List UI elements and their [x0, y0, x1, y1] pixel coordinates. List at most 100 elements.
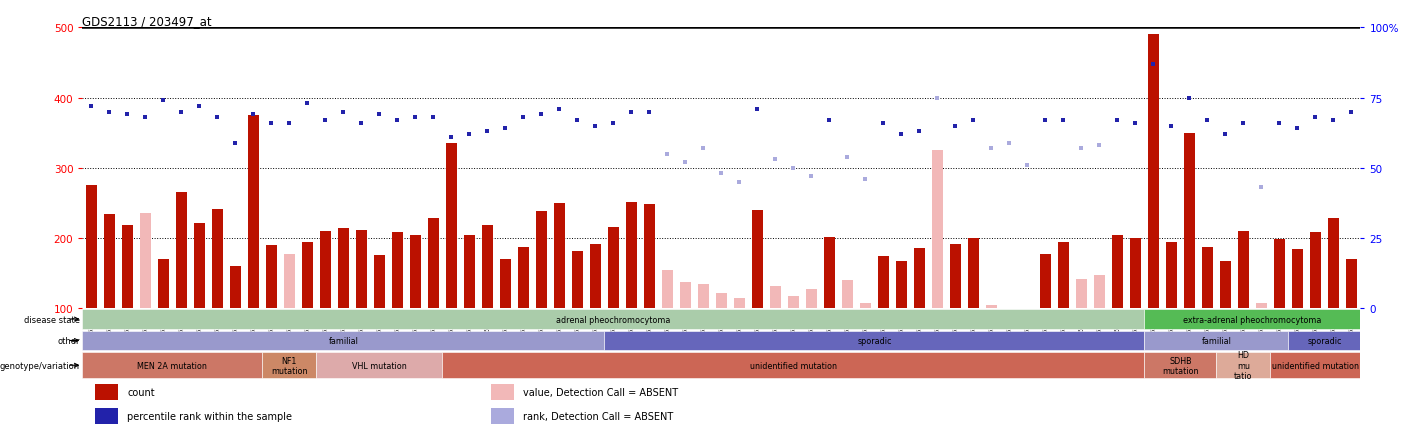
Bar [193, 223, 206, 309]
Bar [842, 281, 853, 309]
Bar [446, 144, 457, 309]
Bar [535, 212, 547, 309]
Text: value, Detection Call = ABSENT: value, Detection Call = ABSENT [523, 387, 679, 397]
Bar [878, 256, 889, 309]
Text: unidentified mutation: unidentified mutation [1272, 361, 1359, 370]
Text: GDS2113 / 203497_at: GDS2113 / 203497_at [82, 15, 212, 28]
Bar [443, 352, 1145, 378]
Bar [1220, 261, 1231, 309]
Bar [1004, 309, 1015, 310]
Bar [571, 251, 584, 309]
Bar [625, 202, 638, 309]
Bar [734, 298, 746, 309]
Bar [1093, 275, 1105, 309]
Bar [1112, 235, 1123, 309]
Text: familial: familial [1201, 336, 1231, 345]
Bar [212, 209, 223, 309]
Bar [751, 210, 763, 309]
Bar [1328, 219, 1339, 309]
Bar [662, 270, 673, 309]
Bar [1237, 231, 1250, 309]
Bar [95, 384, 118, 400]
Bar [1255, 303, 1267, 309]
Bar [1058, 242, 1069, 309]
Bar [85, 186, 97, 309]
Bar [263, 352, 317, 378]
Text: count: count [128, 387, 155, 397]
Bar [373, 255, 385, 309]
Bar [139, 213, 151, 309]
Bar [1129, 239, 1142, 309]
Bar [788, 296, 799, 309]
Bar [500, 260, 511, 309]
Text: percentile rank within the sample: percentile rank within the sample [128, 411, 293, 421]
Bar [1346, 260, 1358, 309]
Bar [1039, 254, 1051, 309]
Text: MEN 2A mutation: MEN 2A mutation [138, 361, 207, 370]
Bar [284, 254, 295, 309]
Bar [554, 204, 565, 309]
Text: adrenal pheochromocytoma: adrenal pheochromocytoma [557, 315, 670, 324]
Bar [481, 226, 493, 309]
Bar [608, 227, 619, 309]
Bar [392, 233, 403, 309]
Bar [1145, 309, 1360, 329]
Bar [697, 284, 709, 309]
Text: VHL mutation: VHL mutation [352, 361, 406, 370]
Bar [950, 244, 961, 309]
Bar [967, 239, 980, 309]
Bar [104, 215, 115, 309]
Bar [805, 289, 818, 309]
Bar [859, 303, 872, 309]
Text: familial: familial [328, 336, 358, 345]
Bar [1309, 233, 1321, 309]
Bar [355, 230, 368, 309]
Bar [1292, 249, 1304, 309]
Bar [82, 352, 263, 378]
Bar [1183, 133, 1196, 309]
Bar [680, 282, 692, 309]
Bar [230, 266, 241, 309]
Text: extra-adrenal pheochromocytoma: extra-adrenal pheochromocytoma [1183, 315, 1322, 324]
Bar [1075, 279, 1088, 309]
Bar [158, 260, 169, 309]
Bar [824, 237, 835, 309]
Text: rank, Detection Call = ABSENT: rank, Detection Call = ABSENT [523, 411, 673, 421]
Bar [266, 246, 277, 309]
Bar [1021, 309, 1034, 317]
Bar [605, 331, 1145, 351]
Bar [122, 226, 133, 309]
Bar [1145, 352, 1217, 378]
Bar [463, 236, 476, 309]
Text: sporadic: sporadic [858, 336, 892, 345]
Bar [913, 248, 926, 309]
Bar [491, 408, 514, 424]
Bar [1271, 352, 1360, 378]
Bar [427, 219, 439, 309]
Text: SD
HD
mu
tatio
n: SD HD mu tatio n [1234, 340, 1252, 391]
Bar [1201, 247, 1213, 309]
Text: unidentified mutation: unidentified mutation [750, 361, 836, 370]
Text: sporadic: sporadic [1306, 336, 1342, 345]
Bar [589, 244, 601, 309]
Bar [932, 151, 943, 309]
Bar [1145, 331, 1288, 351]
Bar [716, 293, 727, 309]
Bar [82, 331, 605, 351]
Text: NF1
mutation: NF1 mutation [271, 356, 308, 375]
Bar [770, 286, 781, 309]
Bar [301, 243, 314, 309]
Text: SDHB
mutation: SDHB mutation [1162, 356, 1198, 375]
Bar [643, 205, 655, 309]
Bar [338, 229, 349, 309]
Bar [247, 116, 260, 309]
Bar [1217, 352, 1271, 378]
Bar [317, 352, 443, 378]
Text: other: other [57, 336, 80, 345]
Bar [1288, 331, 1360, 351]
Bar [1147, 35, 1159, 309]
Bar [517, 247, 530, 309]
Bar [95, 408, 118, 424]
Bar [896, 261, 907, 309]
Bar [1166, 242, 1177, 309]
